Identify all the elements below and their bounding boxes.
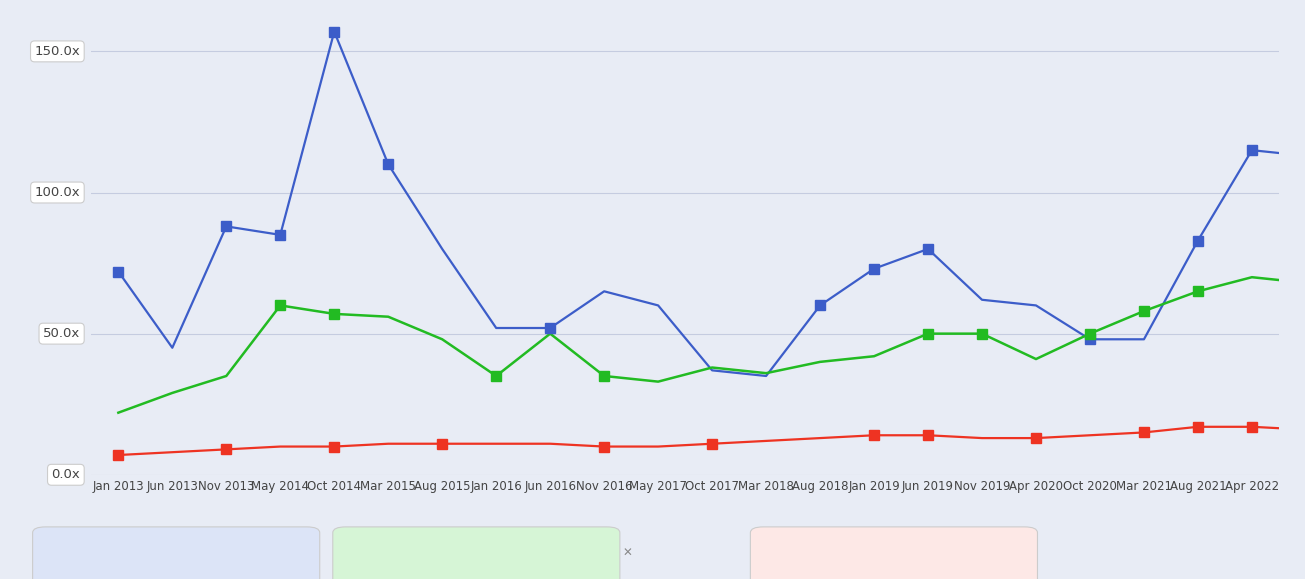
Text: Price / Operating Cash Flow: Price / Operating Cash Flow [398, 546, 590, 560]
Text: 0.0x: 0.0x [51, 468, 80, 481]
Text: ↗: ↗ [358, 547, 368, 559]
Text: P/E Ratio: P/E Ratio [98, 546, 161, 560]
Text: 50.0x: 50.0x [43, 327, 80, 340]
Text: ✕: ✕ [181, 547, 192, 559]
Text: 100.0x: 100.0x [35, 186, 80, 199]
Text: ✕: ✕ [962, 547, 972, 559]
Text: ↗: ↗ [57, 547, 68, 559]
Text: ✕: ✕ [622, 547, 633, 559]
Text: ↗: ↗ [775, 547, 786, 559]
Text: 150.0x: 150.0x [34, 45, 80, 58]
Text: Price / LTM Sales: Price / LTM Sales [816, 546, 930, 560]
